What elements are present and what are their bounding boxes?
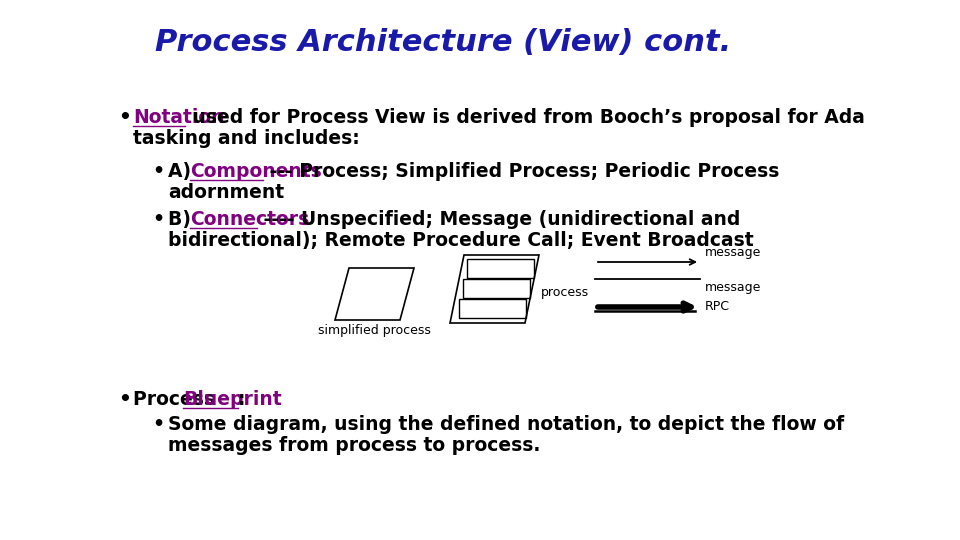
Text: message: message: [705, 281, 761, 294]
Text: Process Architecture (View) cont.: Process Architecture (View) cont.: [155, 28, 732, 57]
Text: ---- Unspecified; Message (unidirectional and: ---- Unspecified; Message (unidirectiona…: [257, 210, 740, 229]
Text: message: message: [705, 246, 761, 259]
Text: •: •: [152, 415, 164, 434]
Text: --- Process; Simplified Process; Periodic Process: --- Process; Simplified Process; Periodi…: [263, 162, 780, 181]
Text: Components: Components: [190, 162, 322, 181]
Text: RPC: RPC: [705, 300, 730, 314]
Text: Connectors: Connectors: [190, 210, 309, 229]
Text: Notation: Notation: [133, 108, 225, 127]
Bar: [459, 299, 526, 318]
Text: :: :: [238, 390, 246, 409]
Text: bidirectional); Remote Procedure Call; Event Broadcast: bidirectional); Remote Procedure Call; E…: [168, 231, 754, 250]
Text: process: process: [541, 286, 589, 299]
Text: simplified process: simplified process: [318, 324, 431, 337]
Text: Some diagram, using the defined notation, to depict the flow of: Some diagram, using the defined notation…: [168, 415, 844, 434]
Text: used for Process View is derived from Booch’s proposal for Ada: used for Process View is derived from Bo…: [186, 108, 865, 127]
Bar: [468, 259, 534, 278]
Text: A): A): [168, 162, 198, 181]
Text: •: •: [118, 390, 131, 409]
Text: •: •: [152, 162, 164, 181]
Bar: [463, 279, 530, 298]
Text: tasking and includes:: tasking and includes:: [133, 129, 360, 148]
Text: Process: Process: [133, 390, 222, 409]
Text: B): B): [168, 210, 198, 229]
Text: Blueprint: Blueprint: [183, 390, 281, 409]
Text: adornment: adornment: [168, 183, 284, 202]
Text: •: •: [152, 210, 164, 229]
Text: •: •: [118, 108, 131, 127]
Text: messages from process to process.: messages from process to process.: [168, 436, 540, 455]
